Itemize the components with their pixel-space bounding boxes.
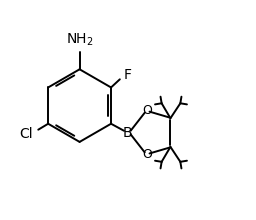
Text: Cl: Cl bbox=[19, 127, 33, 141]
Text: O: O bbox=[142, 104, 152, 117]
Text: B: B bbox=[123, 126, 132, 139]
Text: O: O bbox=[142, 148, 152, 161]
Text: F: F bbox=[124, 68, 132, 82]
Text: NH$_2$: NH$_2$ bbox=[66, 32, 93, 48]
